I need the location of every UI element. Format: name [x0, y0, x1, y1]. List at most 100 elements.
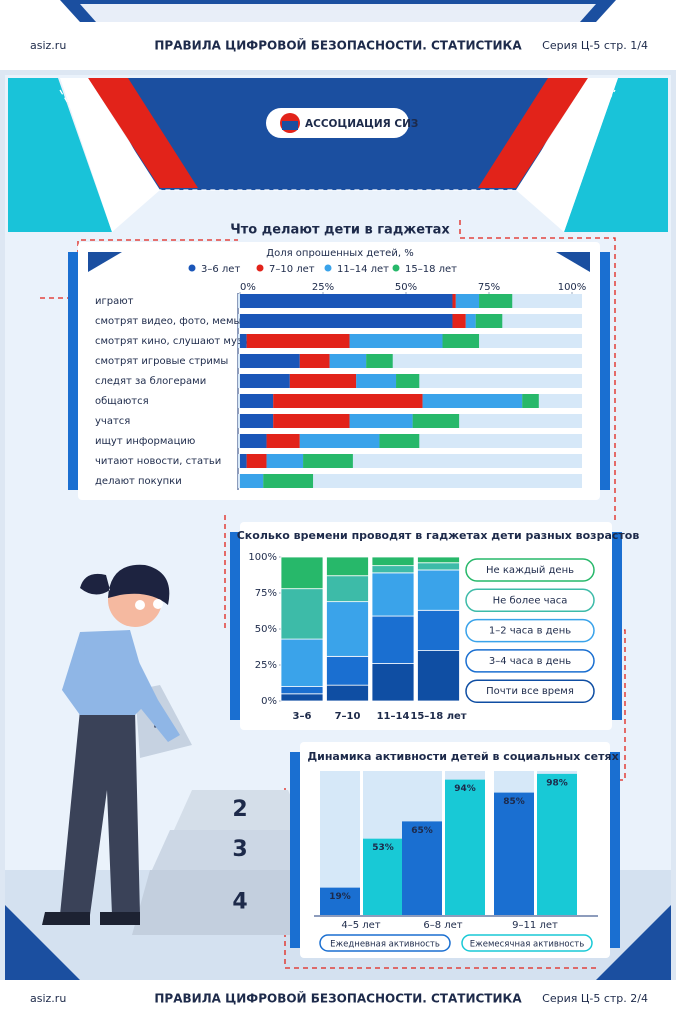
- legend-label: 3–4 часа в день: [489, 656, 571, 667]
- bar: [445, 779, 485, 915]
- y-tick-label: 0%: [261, 696, 277, 707]
- category-label: смотрят игровые стримы: [95, 356, 228, 367]
- x-tick-label: 15–18 лет: [410, 711, 466, 722]
- x-tick-label: 0%: [240, 282, 256, 293]
- legend-label: 7–10 лет: [269, 264, 315, 275]
- value-label: 19%: [329, 892, 351, 902]
- bar: [320, 887, 360, 915]
- legend-box: [465, 649, 595, 673]
- bar-segment: [417, 650, 460, 702]
- bar-segment: [240, 314, 453, 328]
- bar-segment: [240, 454, 247, 468]
- character-eye: [153, 599, 163, 609]
- legend-box: [465, 679, 595, 703]
- deco-cyan: [8, 78, 112, 232]
- deco-cyan: [564, 78, 668, 232]
- footer-site: asiz.ru: [30, 992, 66, 1005]
- bar-segment: [240, 414, 274, 428]
- header-series: Серия Ц-5 стр. 1/4: [542, 39, 648, 52]
- character-arm: [62, 640, 120, 690]
- bar-segment: [396, 374, 420, 388]
- bar: [402, 821, 442, 915]
- bar-segment: [371, 615, 415, 664]
- bar-segment: [240, 374, 290, 388]
- pyramid-step: [174, 790, 306, 830]
- legend-label: Ежемесячная активность: [470, 940, 585, 950]
- deco-corner: [5, 905, 80, 980]
- header-deco: [80, 4, 596, 22]
- category-label: читают новости, статьи: [95, 456, 221, 467]
- character-hair: [80, 564, 170, 605]
- deco-white: [516, 78, 618, 232]
- bar-segment: [452, 294, 456, 308]
- bar-segment: [465, 314, 476, 328]
- chart-title: Сколько времени проводят в гаджетах дети…: [237, 529, 640, 542]
- legend-marker: [392, 264, 400, 272]
- value-label: 94%: [454, 784, 476, 794]
- y-tick-label: 75%: [255, 588, 277, 599]
- category-label: учатся: [95, 416, 130, 427]
- bar-segment: [326, 655, 369, 686]
- header-site: asiz.ru: [30, 39, 66, 52]
- bar-segment: [263, 474, 314, 488]
- x-tick-label: 25%: [312, 282, 334, 293]
- category-label: следят за блогерами: [95, 376, 206, 387]
- bar-segment: [417, 556, 460, 564]
- x-tick-label: 7–10: [335, 711, 361, 722]
- bar-segment: [280, 556, 324, 590]
- category-label: смотрят кино, слушают музыку: [95, 336, 262, 347]
- chart-subtitle: Доля опрошенных детей, %: [266, 248, 413, 259]
- bar-segment: [280, 588, 324, 640]
- logo-text: АССОЦИАЦИЯ СИЗ: [305, 118, 418, 130]
- legend-marker: [188, 264, 196, 272]
- bar-segment: [299, 354, 330, 368]
- legend-label: 3–6 лет: [201, 264, 240, 275]
- logo-pill: [266, 108, 409, 138]
- bar-segment: [452, 314, 466, 328]
- x-tick-label: 11–14: [377, 711, 410, 722]
- bar-segment: [417, 609, 460, 652]
- deco-corner: [596, 905, 671, 980]
- bar-segment: [240, 334, 247, 348]
- bar-segment: [299, 434, 380, 448]
- legend-box: [319, 934, 451, 952]
- legend-label: 1–2 часа в день: [489, 626, 571, 637]
- category-label: смотрят видео, фото, мемы: [95, 316, 241, 327]
- bar-segment: [240, 294, 453, 308]
- category-label: ищут информацию: [95, 436, 195, 447]
- footer-series: Серия Ц-5 стр. 2/4: [542, 992, 648, 1005]
- category-label: играют: [95, 296, 134, 307]
- legend-marker: [324, 264, 332, 272]
- pyramid-label: 3: [232, 837, 247, 862]
- bar-segment: [240, 394, 274, 408]
- bar-segment: [379, 434, 420, 448]
- bar-segment: [417, 562, 460, 571]
- bar-segment: [349, 414, 413, 428]
- legend-label: 15–18 лет: [405, 264, 457, 275]
- legend-label: Ежедневная активность: [330, 940, 440, 950]
- footer-bar: [0, 980, 676, 1024]
- bar-segment: [273, 394, 423, 408]
- legend-box: [465, 558, 595, 582]
- bar-segment: [240, 434, 267, 448]
- bar-segment: [289, 374, 357, 388]
- legend-label: Не каждый день: [486, 565, 574, 576]
- bar-segment: [455, 294, 480, 308]
- y-tick-label: 50%: [255, 624, 277, 635]
- bar: [537, 773, 577, 915]
- bar-segment: [240, 354, 300, 368]
- y-tick-label: 100%: [248, 552, 277, 563]
- legend-marker: [256, 264, 264, 272]
- bar-segment: [326, 601, 369, 657]
- deco-red: [88, 78, 198, 188]
- x-tick-label: 6–8 лет: [423, 920, 462, 931]
- legend-label: Не более часа: [493, 595, 568, 606]
- bar-segment: [371, 565, 415, 574]
- deco-red: [478, 78, 588, 188]
- bar-segment: [246, 454, 267, 468]
- bar-segment: [417, 569, 460, 611]
- value-label: 85%: [503, 797, 525, 807]
- bar-segment: [371, 556, 415, 567]
- character-legs: [60, 710, 140, 915]
